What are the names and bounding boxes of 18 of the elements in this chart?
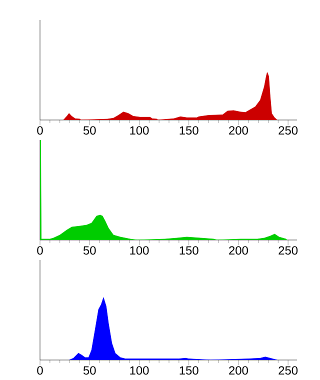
x-tick-label: 100 bbox=[130, 246, 149, 255]
x-tick-label: 200 bbox=[229, 366, 248, 375]
x-tick-label: 250 bbox=[278, 246, 298, 255]
x-tick-label: 150 bbox=[180, 246, 198, 255]
x-tick-label: 100 bbox=[130, 126, 149, 135]
x-tick-label: 200 bbox=[229, 126, 248, 135]
x-tick-label: 50 bbox=[83, 246, 96, 255]
x-tick-label: 0 bbox=[37, 366, 43, 375]
x-tick-label: 0 bbox=[37, 246, 43, 255]
x-tick-label: 100 bbox=[130, 366, 149, 375]
x-tick-label: 250 bbox=[278, 366, 298, 375]
x-tick-label: 150 bbox=[180, 126, 198, 135]
x-tick-label: 0 bbox=[37, 126, 43, 135]
x-tick-label: 200 bbox=[229, 246, 248, 255]
x-tick-label: 50 bbox=[83, 126, 96, 135]
x-tick-label: 150 bbox=[180, 366, 198, 375]
x-tick-label: 50 bbox=[83, 366, 96, 375]
x-tick-label: 250 bbox=[278, 126, 298, 135]
